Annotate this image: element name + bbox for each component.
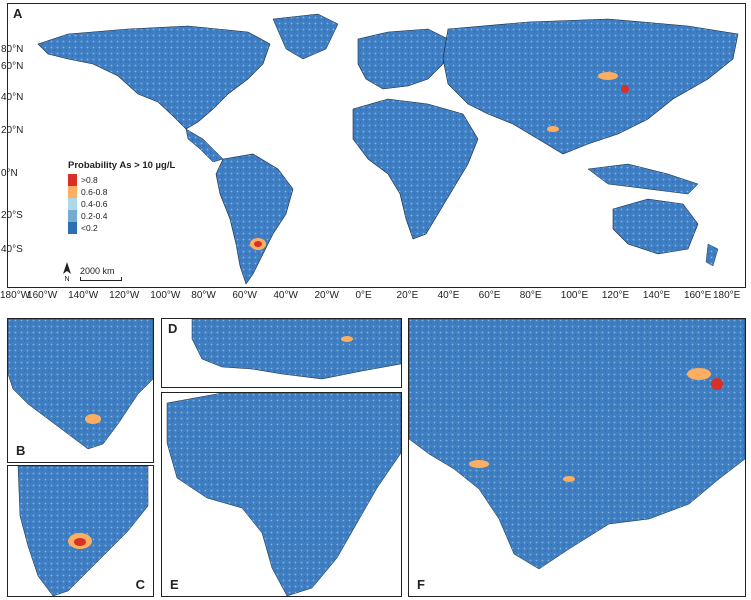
south-america-landmass	[215, 153, 294, 285]
legend-item: <0.2	[68, 222, 175, 234]
legend-label: 0.4-0.6	[81, 199, 108, 209]
lat-label: 40°S	[1, 244, 23, 255]
hotspot-china-north	[598, 72, 618, 80]
world-map-svg	[37, 13, 739, 285]
lon-label: 100°E	[560, 290, 589, 301]
lat-label: 0°N	[1, 168, 18, 179]
lon-label: 20°W	[314, 290, 339, 301]
lat-label: 40°N	[1, 92, 24, 103]
legend-swatch	[68, 186, 77, 198]
africa-landmass	[352, 98, 479, 240]
legend-item: 0.2-0.4	[68, 210, 175, 222]
lon-label: 180°W	[0, 290, 31, 301]
panel-c-label: C	[133, 577, 147, 592]
central-america	[185, 128, 224, 163]
legend-swatch	[68, 210, 77, 222]
north-america-landmass	[37, 25, 271, 130]
panel-d-label: D	[166, 321, 180, 336]
panel-a-world-map: A Probability As > 10 µg/L >0.8 0.6-0.8 …	[7, 3, 746, 288]
panel-b-north-america: B	[7, 318, 154, 463]
panel-d-europe: D	[161, 318, 402, 388]
lon-label: 120°W	[109, 290, 140, 301]
panel-d-map-svg	[162, 319, 401, 387]
lon-label: 160°E	[683, 290, 712, 301]
legend-item: 0.4-0.6	[68, 198, 175, 210]
legend-label: 0.6-0.8	[81, 187, 108, 197]
panel-f-map-svg	[409, 319, 745, 596]
hotspot-argentina-core	[254, 241, 262, 247]
panel-b-map-svg	[8, 319, 153, 462]
asia-landmass	[442, 18, 739, 155]
panel-e-label: E	[168, 577, 181, 592]
lon-label: 180°E	[713, 290, 741, 301]
lon-label: 40°W	[273, 290, 298, 301]
lon-label: 160°W	[27, 290, 58, 301]
australia-landmass	[612, 198, 699, 255]
legend-title: Probability As > 10 µg/L	[68, 160, 176, 171]
hotspot-india	[547, 126, 559, 132]
lon-label: 80°W	[191, 290, 216, 301]
legend-item: 0.6-0.8	[68, 186, 175, 198]
lat-label: 20°S	[1, 210, 23, 221]
lon-label: 60°E	[478, 290, 501, 301]
legend-label: 0.2-0.4	[81, 211, 108, 221]
southeast-asia-islands	[587, 163, 699, 195]
panel-e-map-svg	[162, 393, 401, 596]
lon-label: 40°E	[437, 290, 460, 301]
lat-label: 20°N	[1, 125, 24, 136]
panel-c-south-america: C	[7, 465, 154, 597]
lon-label: 0°E	[355, 290, 372, 301]
panel-f-label: F	[415, 577, 427, 592]
longitude-axis: 180°W 160°W 140°W 120°W 100°W 80°W 60°W 40°W 20°…	[0, 290, 751, 304]
north-label: N	[64, 276, 70, 283]
panel-b-label: B	[14, 443, 28, 458]
lon-label: 140°W	[68, 290, 99, 301]
legend-item: >0.8	[68, 174, 175, 186]
legend-swatch	[68, 198, 77, 210]
legend-swatch	[68, 174, 77, 186]
panel-f-asia: F	[408, 318, 746, 597]
legend-label: <0.2	[81, 223, 98, 233]
greenland	[272, 13, 339, 60]
panel-c-map-svg	[8, 466, 153, 596]
lon-label: 60°W	[232, 290, 257, 301]
legend-swatch	[68, 222, 77, 234]
panel-a-label: A	[11, 6, 25, 21]
scale-bar-label: 2000 km	[80, 266, 115, 276]
europe-landmass	[357, 28, 449, 90]
map-legend: Probability As > 10 µg/L >0.8 0.6-0.8 0.…	[68, 160, 175, 234]
legend-label: >0.8	[81, 175, 98, 185]
lon-label: 20°E	[396, 290, 419, 301]
lon-label: 80°E	[519, 290, 542, 301]
north-arrow-icon	[63, 262, 71, 274]
scale-bar: 2000 km	[80, 266, 122, 281]
lon-label: 140°E	[642, 290, 671, 301]
new-zealand	[705, 243, 719, 267]
scale-bar-line	[80, 277, 122, 281]
panel-e-africa: E	[161, 392, 402, 597]
lat-label: 60°N	[1, 61, 24, 72]
lon-label: 100°W	[150, 290, 181, 301]
lat-label: 80°N	[1, 44, 24, 55]
hotspot-china-northeast	[621, 85, 629, 93]
lon-label: 120°E	[601, 290, 630, 301]
north-arrow: N	[62, 262, 72, 283]
